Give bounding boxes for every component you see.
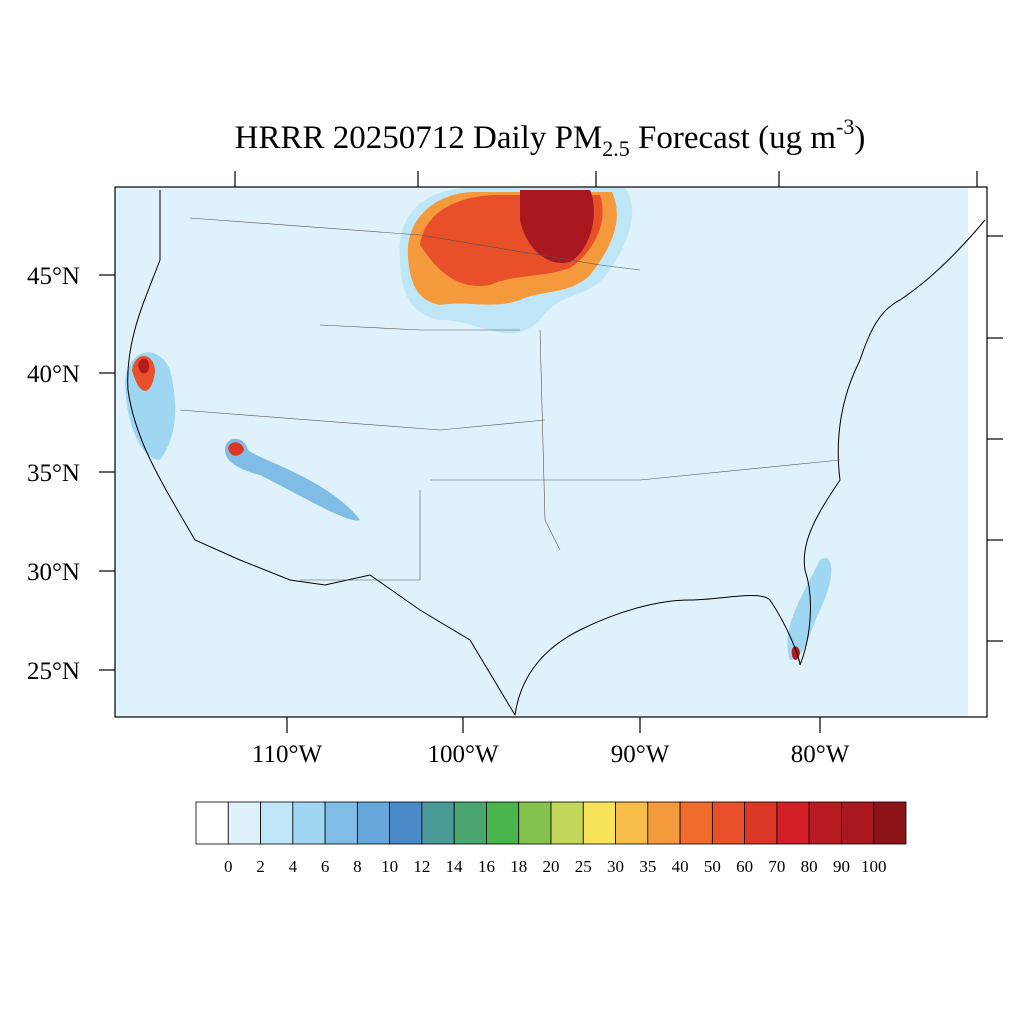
colorbar-label: 35 bbox=[639, 857, 656, 876]
title: HRRR 20250712 Daily PM2.5 Forecast (ug m… bbox=[235, 114, 866, 161]
colorbar-box bbox=[486, 801, 520, 845]
colorbar-label: 12 bbox=[413, 857, 430, 876]
title-main: HRRR 20250712 Daily PM bbox=[235, 120, 603, 156]
colorbar-box bbox=[195, 801, 229, 845]
lon-label: 100°W bbox=[427, 741, 498, 768]
title-sub: 2.5 bbox=[602, 136, 630, 161]
colorbar-box bbox=[292, 801, 326, 845]
axis-labels: 45°N 40°N 35°N 30°N 25°N 110°W 100°W 90°W 80°W bbox=[27, 263, 850, 768]
colorbar-label: 18 bbox=[510, 857, 527, 876]
lat-label: 25°N bbox=[27, 658, 80, 685]
map-frame bbox=[114, 186, 988, 718]
colorbar-box bbox=[582, 801, 616, 845]
colorbar: 0 2 4 6 8 10 12 14 16 18 20 25 30 35 40 50 60 70 80 90 100 bbox=[195, 801, 907, 876]
colorbar-box bbox=[453, 801, 487, 845]
colorbar-label: 6 bbox=[321, 857, 330, 876]
colorbar-label: 16 bbox=[478, 857, 495, 876]
colorbar-label: 25 bbox=[575, 857, 592, 876]
smoke-plumes bbox=[125, 188, 832, 660]
state-borders bbox=[179, 217, 841, 581]
lat-label: 40°N bbox=[27, 361, 80, 388]
colorbar-label: 8 bbox=[353, 857, 362, 876]
colorbar-label: 0 bbox=[224, 857, 233, 876]
colorbar-box bbox=[615, 801, 649, 845]
title-sup: -3 bbox=[836, 114, 854, 139]
coastline bbox=[127, 190, 986, 716]
lon-label: 110°W bbox=[252, 741, 323, 768]
colorbar-box bbox=[227, 801, 261, 845]
colorbar-box bbox=[260, 801, 294, 845]
lon-label: 80°W bbox=[791, 741, 850, 768]
colorbar-label: 10 bbox=[381, 857, 398, 876]
colorbar-label: 14 bbox=[446, 857, 464, 876]
colorbar-label: 80 bbox=[801, 857, 818, 876]
colorbar-box bbox=[679, 801, 713, 845]
colorbar-box bbox=[518, 801, 552, 845]
frame-ticks bbox=[99, 171, 1003, 733]
colorbar-label: 100 bbox=[861, 857, 887, 876]
map bbox=[99, 171, 1003, 733]
title-close: ) bbox=[854, 120, 865, 156]
colorbar-box bbox=[356, 801, 391, 845]
colorbar-box bbox=[776, 801, 810, 845]
colorbar-box bbox=[873, 801, 907, 845]
colorbar-label: 50 bbox=[704, 857, 721, 876]
colorbar-label: 30 bbox=[607, 857, 624, 876]
lat-label: 35°N bbox=[27, 460, 80, 487]
colorbar-label: 4 bbox=[289, 857, 298, 876]
colorbar-label: 70 bbox=[768, 857, 785, 876]
colorbar-box bbox=[324, 801, 358, 845]
colorbar-box bbox=[550, 801, 584, 845]
colorbar-label: 20 bbox=[543, 857, 560, 876]
colorbar-box bbox=[389, 801, 423, 845]
colorbar-box bbox=[841, 801, 875, 845]
colorbar-box bbox=[744, 801, 778, 845]
title-rest: Forecast (ug m bbox=[630, 120, 837, 156]
colorbar-label: 90 bbox=[833, 857, 850, 876]
colorbar-label: 60 bbox=[736, 857, 753, 876]
colorbar-label: 40 bbox=[672, 857, 689, 876]
colorbar-box bbox=[808, 801, 842, 845]
colorbar-box bbox=[711, 801, 746, 845]
lat-label: 45°N bbox=[27, 263, 80, 290]
lon-label: 90°W bbox=[611, 741, 670, 768]
lat-label: 30°N bbox=[27, 559, 80, 586]
colorbar-label: 2 bbox=[256, 857, 265, 876]
colorbar-box bbox=[647, 801, 681, 845]
colorbar-box bbox=[421, 801, 455, 845]
